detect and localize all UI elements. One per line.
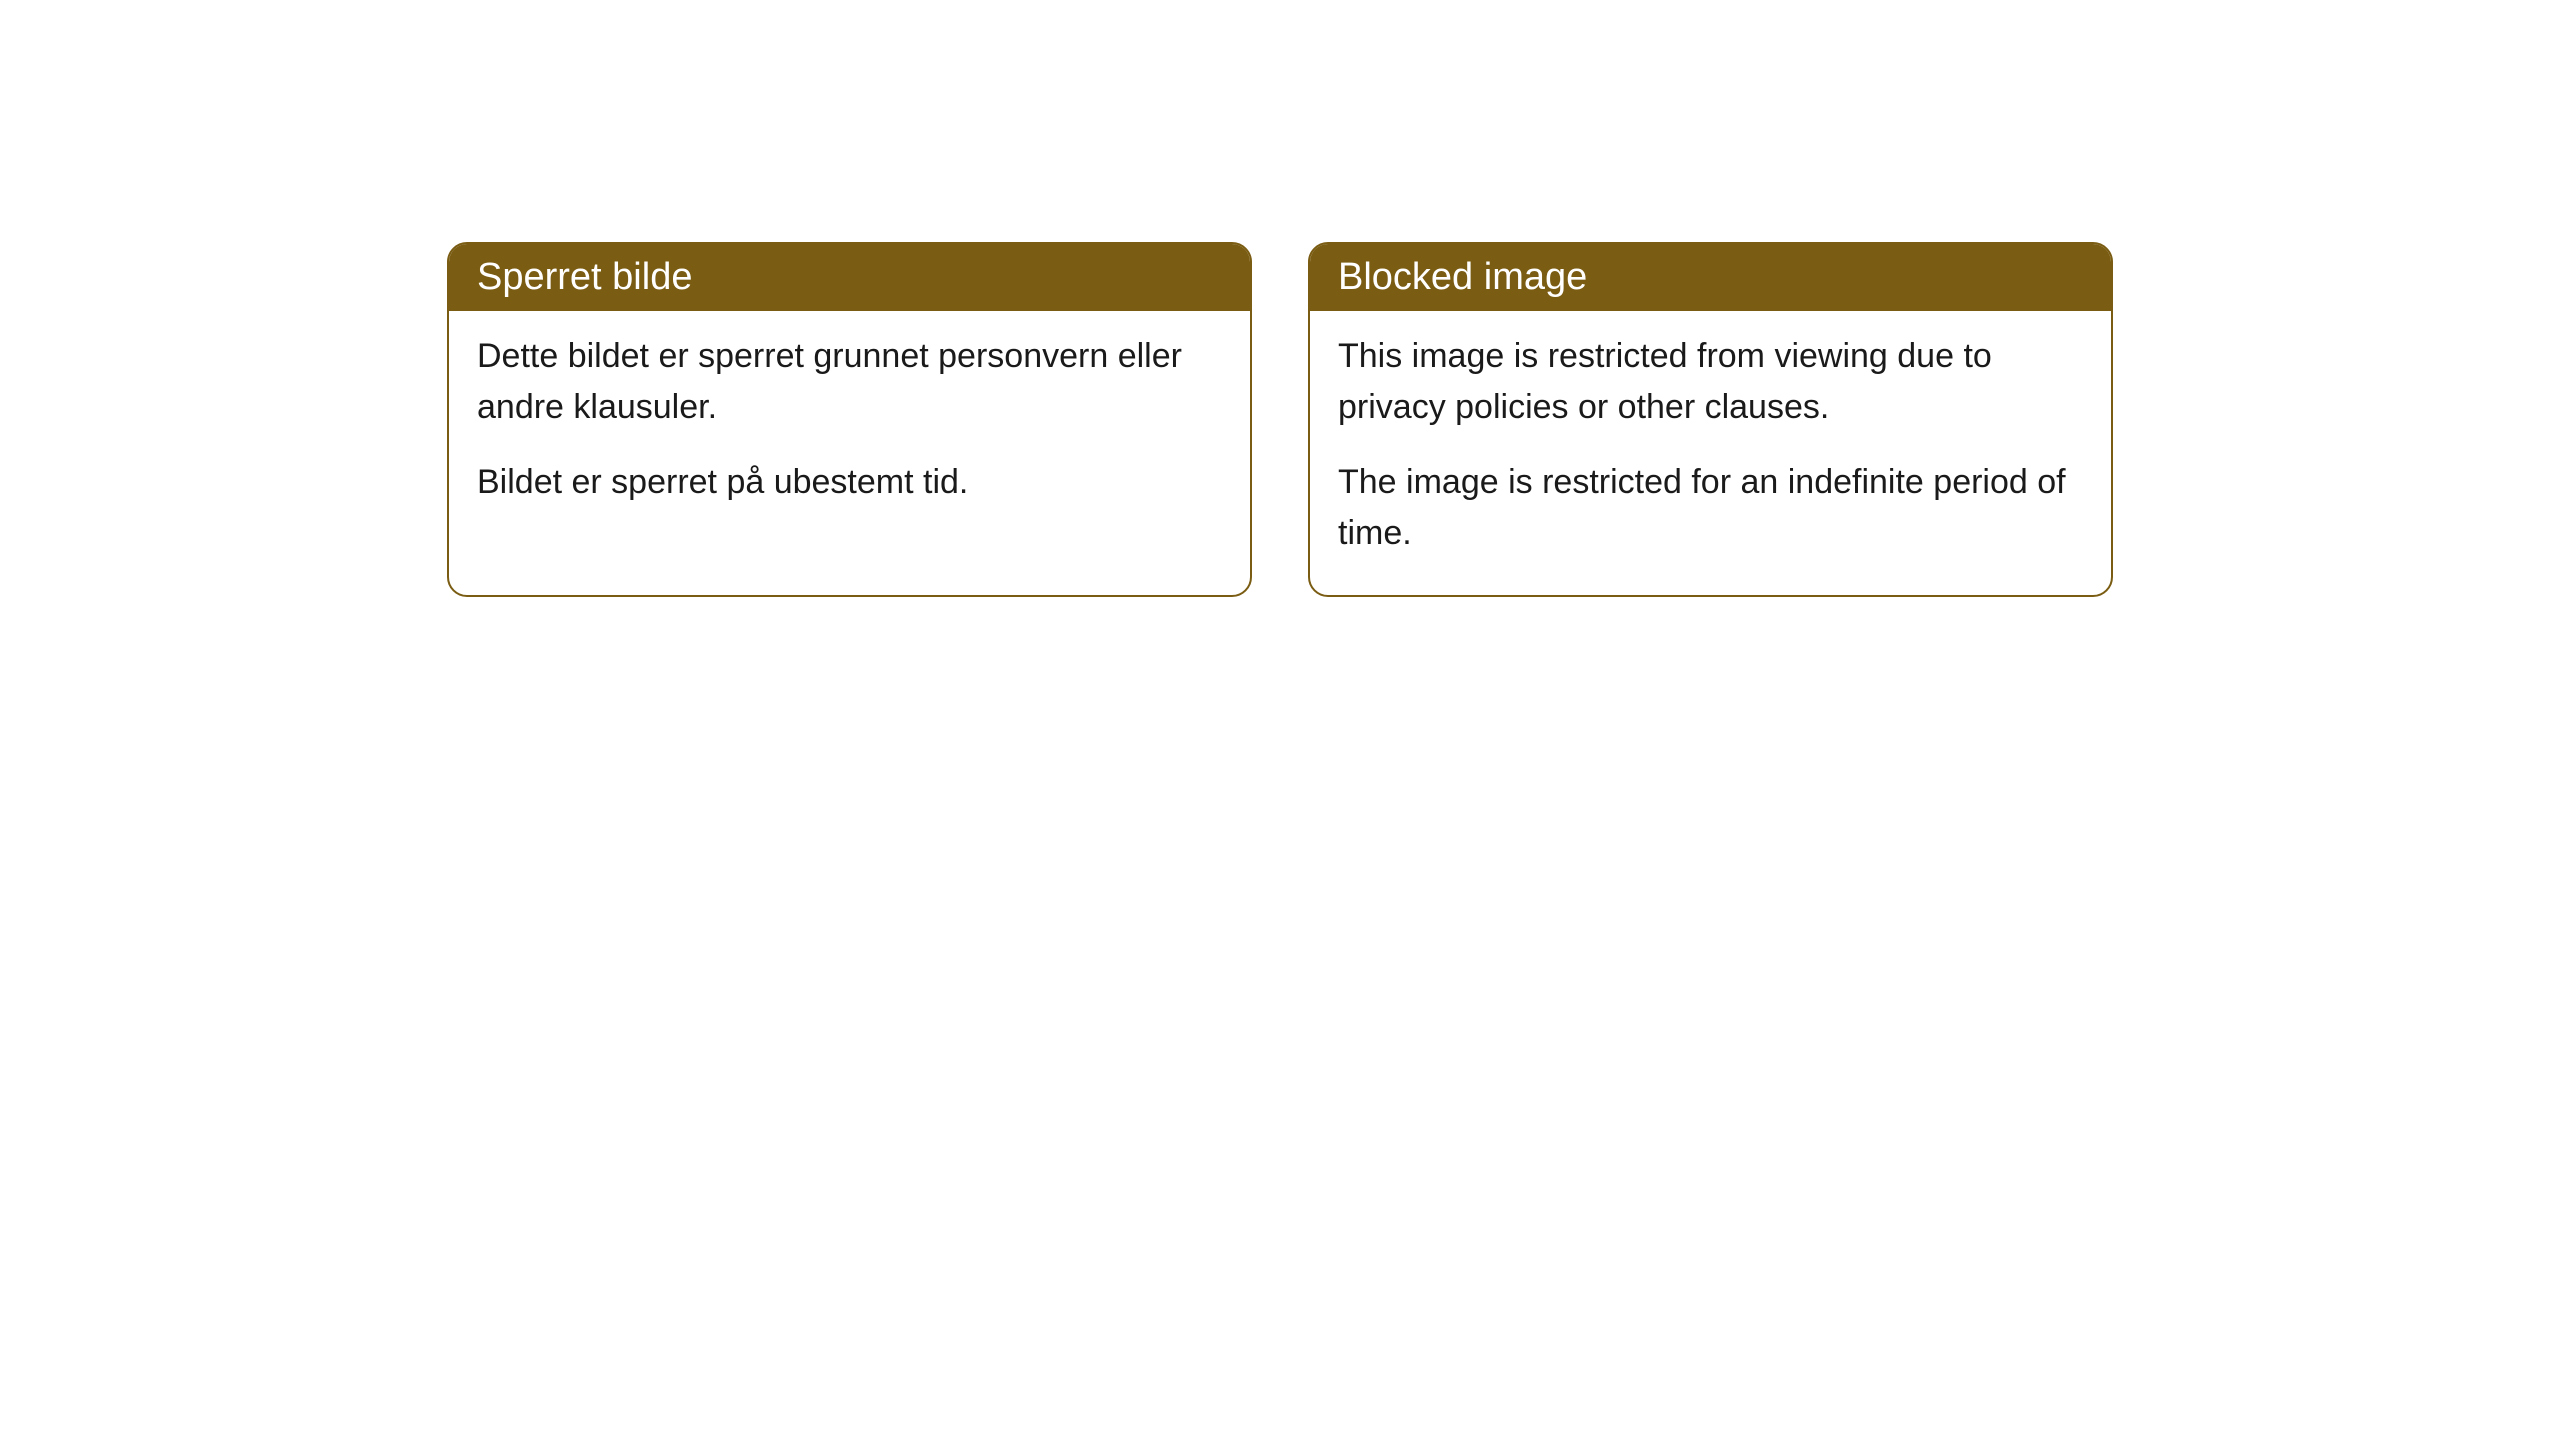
card-paragraph: Dette bildet er sperret grunnet personve… [477,331,1222,433]
card-header-english: Blocked image [1310,244,2111,311]
card-header-norwegian: Sperret bilde [449,244,1250,311]
card-paragraph: This image is restricted from viewing du… [1338,331,2083,433]
card-body-norwegian: Dette bildet er sperret grunnet personve… [449,311,1250,544]
card-paragraph: The image is restricted for an indefinit… [1338,457,2083,559]
card-body-english: This image is restricted from viewing du… [1310,311,2111,595]
card-title: Sperret bilde [477,256,692,298]
card-norwegian: Sperret bilde Dette bildet er sperret gr… [447,242,1252,597]
card-title: Blocked image [1338,256,1587,298]
card-paragraph: Bildet er sperret på ubestemt tid. [477,457,1222,508]
card-english: Blocked image This image is restricted f… [1308,242,2113,597]
cards-container: Sperret bilde Dette bildet er sperret gr… [447,242,2113,597]
